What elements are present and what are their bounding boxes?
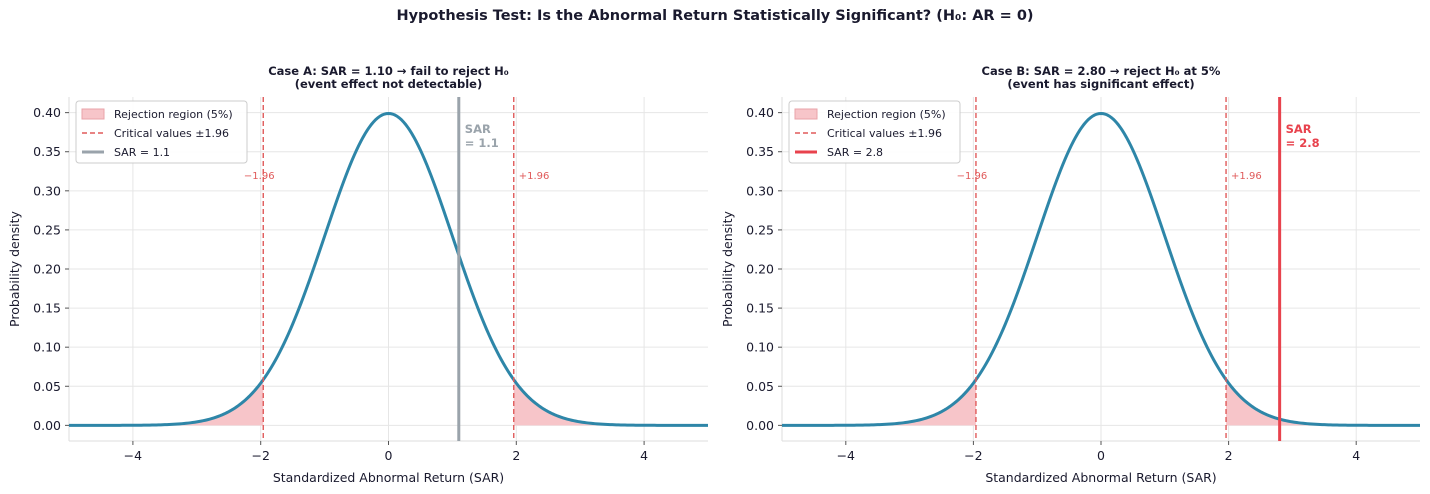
x-tick-label: −2: [964, 448, 982, 463]
y-tick-label: 0.40: [746, 105, 774, 120]
rejection-region-left: [782, 379, 976, 426]
critical-value-label: −1.96: [957, 171, 988, 182]
x-tick-label: 4: [1352, 448, 1360, 463]
y-tick-label: 0.30: [746, 183, 774, 198]
x-tick-label: 2: [512, 448, 520, 463]
y-tick-label: 0.20: [33, 262, 61, 277]
y-tick-label: 0.10: [746, 340, 774, 355]
critical-value-label: −1.96: [244, 171, 275, 182]
legend-box: [75, 100, 248, 164]
chart-subtitle: (event has significant effect): [1007, 77, 1194, 91]
x-tick-label: 0: [385, 448, 393, 463]
figure-title: Hypothesis Test: Is the Abnormal Return …: [396, 8, 1034, 24]
y-tick-label: 0.40: [33, 105, 61, 120]
y-tick-label: 0.25: [746, 222, 774, 237]
chart-title: Case B: SAR = 2.80 → reject H₀ at 5%: [982, 64, 1221, 78]
chart-title: Case A: SAR = 1.10 → fail to reject H₀: [268, 64, 509, 78]
x-tick-label: −4: [124, 448, 142, 463]
legend-entry: Critical values ±1.96: [114, 127, 229, 140]
legend-entry: SAR = 2.8: [827, 146, 883, 159]
x-tick-label: −4: [837, 448, 855, 463]
chart-panel-case-a: Case A: SAR = 1.10 → fail to reject H₀(e…: [7, 64, 708, 485]
sar-annotation: SAR: [465, 122, 491, 136]
y-tick-label: 0.15: [746, 301, 774, 316]
y-tick-label: 0.05: [33, 379, 61, 394]
sar-annotation: SAR: [1286, 122, 1312, 136]
legend-entry: SAR = 1.1: [114, 146, 170, 159]
legend-entry: Critical values ±1.96: [827, 127, 942, 140]
x-axis-label: Standardized Abnormal Return (SAR): [985, 470, 1216, 485]
legend-swatch-rejection: [81, 108, 105, 120]
density-curve: [69, 111, 708, 427]
x-tick-label: 0: [1097, 448, 1105, 463]
y-axis-label: Probability density: [720, 210, 735, 326]
y-tick-label: 0.30: [33, 183, 61, 198]
rejection-region-left: [69, 379, 264, 426]
legend: Rejection region (5%) Critical values ±1.…: [788, 100, 961, 164]
x-tick-label: 2: [1225, 448, 1233, 463]
y-tick-label: 0.10: [33, 340, 61, 355]
x-tick-label: 4: [640, 448, 648, 463]
y-tick-label: 0.20: [746, 262, 774, 277]
y-tick-label: 0.05: [746, 379, 774, 394]
legend-entry: Rejection region (5%): [827, 108, 946, 121]
rejection-region-right: [1226, 379, 1420, 426]
legend-box: [788, 100, 961, 164]
y-tick-label: 0.35: [33, 144, 61, 159]
y-tick-label: 0.25: [33, 222, 61, 237]
y-tick-label: 0.15: [33, 301, 61, 316]
legend-entry: Rejection region (5%): [114, 108, 233, 121]
y-tick-label: 0.00: [746, 418, 774, 433]
density-curve: [782, 111, 1420, 427]
sar-annotation: = 1.1: [465, 136, 499, 150]
chart-subtitle: (event effect not detectable): [295, 77, 483, 91]
x-axis-label: Standardized Abnormal Return (SAR): [273, 470, 504, 485]
critical-value-label: +1.96: [519, 171, 550, 182]
chart-panel-case-b: Case B: SAR = 2.80 → reject H₀ at 5%(eve…: [720, 64, 1420, 485]
critical-value-label: +1.96: [1231, 171, 1262, 182]
y-tick-label: 0.00: [33, 418, 61, 433]
rejection-region-right: [513, 379, 708, 426]
y-tick-label: 0.35: [746, 144, 774, 159]
x-tick-label: −2: [251, 448, 269, 463]
legend: Rejection region (5%) Critical values ±1.…: [75, 100, 248, 164]
sar-annotation: = 2.8: [1286, 136, 1320, 150]
y-axis-label: Probability density: [7, 210, 22, 326]
legend-swatch-rejection: [794, 108, 818, 120]
